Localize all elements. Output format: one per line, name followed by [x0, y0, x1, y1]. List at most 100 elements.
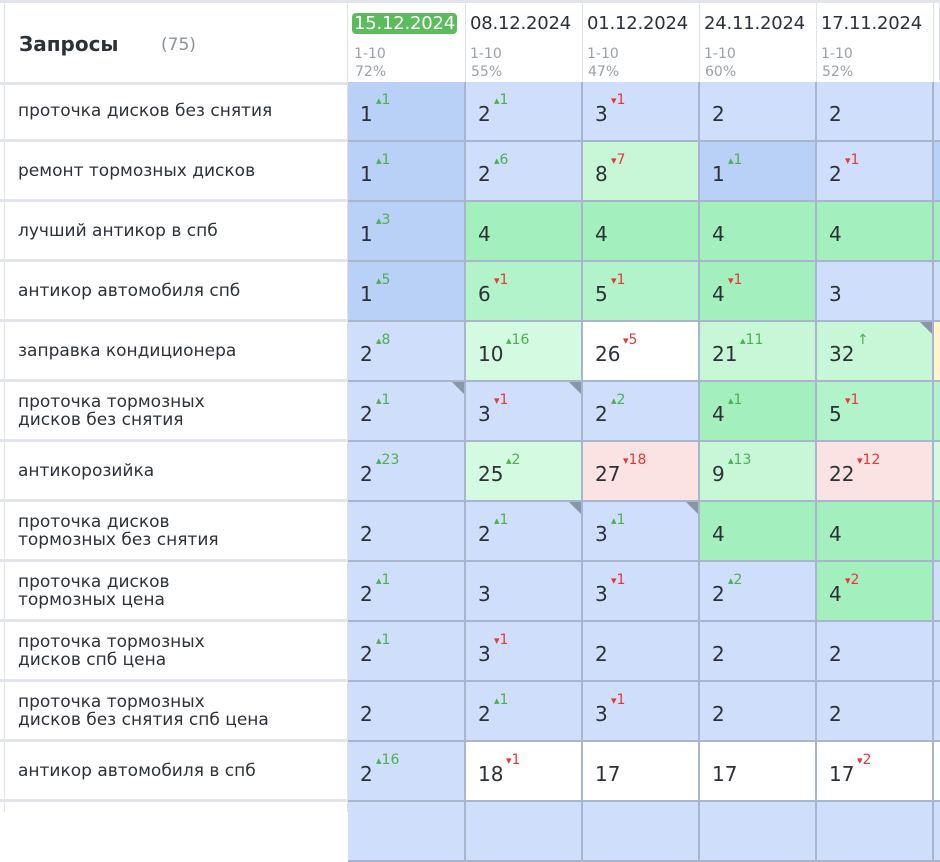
position-cell-partial[interactable] [348, 802, 466, 862]
position-cell[interactable]: 17 [700, 742, 817, 802]
position-cell-partial[interactable] [934, 742, 940, 802]
position-cell[interactable]: 4 [466, 202, 583, 262]
position-cell[interactable]: 5 ▾1 [583, 262, 700, 322]
position-cell[interactable]: 18 ▾1 [466, 742, 583, 802]
position-cell-partial[interactable] [934, 262, 940, 322]
query-label[interactable]: ремонт тормозных дисков [4, 142, 348, 199]
position-cell[interactable]: 2 [583, 622, 700, 682]
position-cell-partial[interactable] [583, 802, 700, 862]
position-cell[interactable]: 4 [817, 202, 934, 262]
position-cell[interactable]: 1 ▴5 [348, 262, 466, 322]
position-cell[interactable]: 9 ▴13 [700, 442, 817, 502]
position-cell-partial[interactable] [934, 682, 940, 742]
date-column-header[interactable]: 01.12.2024 1-10 47% [583, 3, 700, 82]
date-column-header[interactable]: 24.11.2024 1-10 60% [700, 3, 817, 82]
position-cell[interactable]: 4 [700, 202, 817, 262]
query-label[interactable]: лучший антикор в спб [4, 202, 348, 259]
position-cell[interactable]: 2 [817, 622, 934, 682]
position-cell[interactable]: 3 ▾1 [583, 82, 700, 142]
position-cell[interactable]: 2 ▴1 [348, 562, 466, 622]
position-cell[interactable]: 2 [348, 502, 466, 562]
position-cell[interactable]: 2 [348, 682, 466, 742]
note-corner-icon[interactable] [569, 382, 581, 394]
position-cell[interactable]: 2 ▴6 [466, 142, 583, 202]
position-cell[interactable]: 2 ▾1 [817, 142, 934, 202]
date-column-header[interactable]: 08.12.2024 1-10 55% [466, 3, 583, 82]
position-cell[interactable]: 32 ↑ [817, 322, 934, 382]
position-cell[interactable]: 2 ▴1 [466, 82, 583, 142]
position-cell-partial[interactable] [934, 322, 940, 382]
query-label[interactable] [4, 802, 348, 812]
position-cell-partial[interactable] [934, 442, 940, 502]
position-cell[interactable]: 1 ▴3 [348, 202, 466, 262]
position-cell-partial[interactable] [934, 562, 940, 622]
query-label[interactable]: проточка тормозных дисков без снятия [4, 382, 348, 439]
position-cell[interactable]: 5 ▾1 [817, 382, 934, 442]
position-cell-partial[interactable] [934, 202, 940, 262]
position-cell[interactable]: 26 ▾5 [583, 322, 700, 382]
position-cell[interactable]: 3 [817, 262, 934, 322]
note-corner-icon[interactable] [569, 502, 581, 514]
position-cell[interactable]: 2 ▴1 [466, 502, 583, 562]
query-label[interactable]: проточка тормозных дисков без снятия спб… [4, 682, 348, 739]
position-cell[interactable]: 1 ▴1 [348, 82, 466, 142]
date-column-header[interactable]: 17.11.2024 1-10 52% [817, 3, 934, 82]
note-corner-icon[interactable] [686, 502, 698, 514]
query-label[interactable]: заправка кондиционера [4, 322, 348, 379]
position-cell[interactable]: 4 [817, 502, 934, 562]
position-cell[interactable]: 10 ▴16 [466, 322, 583, 382]
position-cell[interactable]: 2 [700, 622, 817, 682]
position-cell[interactable]: 1 ▴1 [700, 142, 817, 202]
position-cell[interactable]: 17 ▾2 [817, 742, 934, 802]
query-label[interactable]: проточка дисков без снятия [4, 82, 348, 139]
query-label[interactable]: проточка тормозных дисков спб цена [4, 622, 348, 679]
position-cell[interactable]: 4 ▾1 [700, 262, 817, 322]
position-cell[interactable]: 3 ▾1 [466, 382, 583, 442]
position-cell[interactable]: 4 ▾2 [817, 562, 934, 622]
position-cell[interactable]: 27 ▾18 [583, 442, 700, 502]
query-label[interactable]: антикорозийка [4, 442, 348, 499]
position-cell-partial[interactable] [934, 82, 940, 142]
query-label[interactable]: проточка дисков тормозных без снятия [4, 502, 348, 559]
position-cell[interactable]: 2 ▴2 [583, 382, 700, 442]
position-cell[interactable]: 2 ▴1 [348, 622, 466, 682]
position-cell[interactable]: 4 [700, 502, 817, 562]
position-cell-partial[interactable] [934, 382, 940, 442]
position-cell[interactable]: 1 ▴1 [348, 142, 466, 202]
position-cell[interactable]: 2 [817, 682, 934, 742]
position-cell[interactable]: 4 ▴1 [700, 382, 817, 442]
position-cell[interactable]: 2 ▴1 [466, 682, 583, 742]
position-cell-partial[interactable] [817, 802, 934, 862]
position-cell-partial[interactable] [934, 802, 940, 862]
position-cell[interactable]: 3 ▾1 [466, 622, 583, 682]
position-cell[interactable]: 3 ▾1 [583, 562, 700, 622]
position-cell[interactable]: 17 [583, 742, 700, 802]
position-cell[interactable]: 4 [583, 202, 700, 262]
position-cell[interactable]: 2 [700, 682, 817, 742]
position-cell[interactable]: 3 ▾1 [583, 682, 700, 742]
query-label[interactable]: антикор автомобиля спб [4, 262, 348, 319]
position-cell-partial[interactable] [466, 802, 583, 862]
query-label[interactable]: проточка дисков тормозных цена [4, 562, 348, 619]
position-cell[interactable]: 2 ▴16 [348, 742, 466, 802]
position-cell-partial[interactable] [700, 802, 817, 862]
position-cell[interactable]: 2 ▴1 [348, 382, 466, 442]
note-corner-icon[interactable] [452, 382, 464, 394]
position-cell-partial[interactable] [934, 622, 940, 682]
position-cell[interactable]: 2 [817, 82, 934, 142]
position-cell[interactable]: 25 ▴2 [466, 442, 583, 502]
queries-header[interactable]: Запросы (75) [4, 3, 348, 82]
position-cell[interactable]: 3 ▴1 [583, 502, 700, 562]
date-column-header-partial[interactable] [934, 3, 940, 82]
position-cell-partial[interactable] [934, 502, 940, 562]
position-cell[interactable]: 6 ▾1 [466, 262, 583, 322]
position-cell[interactable]: 21 ▴11 [700, 322, 817, 382]
query-label[interactable]: антикор автомобиля в спб [4, 742, 348, 799]
position-cell[interactable]: 8 ▾7 [583, 142, 700, 202]
note-corner-icon[interactable] [920, 322, 932, 334]
date-column-header[interactable]: 15.12.2024 1-10 72% [350, 3, 466, 82]
position-cell[interactable]: 2 ▴8 [348, 322, 466, 382]
position-cell[interactable]: 2 ▴23 [348, 442, 466, 502]
position-cell-partial[interactable] [934, 142, 940, 202]
position-cell[interactable]: 3 [466, 562, 583, 622]
